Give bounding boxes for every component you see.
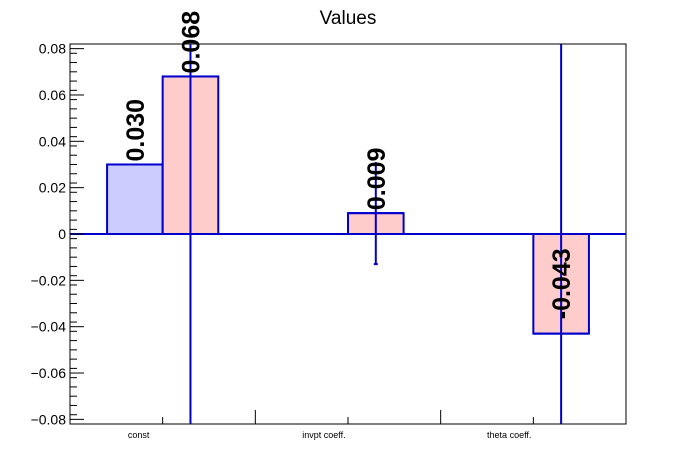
y-tick-label-0: −0.08 [31,411,67,427]
data-label-1-2: -0.043 [548,248,576,319]
y-tick-label-6: 0.04 [39,133,66,149]
y-tick-label-7: 0.06 [39,87,66,103]
y-tick-label-8: 0.08 [39,41,66,57]
y-tick-label-5: 0.02 [39,180,66,196]
y-tick-label-4: 0 [58,226,66,242]
y-tick-label-1: −0.06 [31,365,67,381]
x-tick-label-2: theta coeff. [487,430,531,440]
y-tick-label-3: −0.02 [31,272,67,288]
data-label-1-0: 0.068 [177,11,205,74]
axis-layer: −0.08 −0.06 −0.04 −0.02 0 0.02 0.04 0.06 0.08 con… [31,41,627,440]
chart-title: Values [320,8,377,29]
data-labels-layer: 0.030 0.068 0.009 -0.043 [122,11,576,319]
x-tick-label-0: const [128,430,150,440]
data-label-1-1: 0.009 [363,148,391,211]
x-tick-label-1: invpt coeff. [302,430,345,440]
data-label-0-0: 0.030 [122,99,150,162]
y-tick-label-2: −0.04 [31,319,67,335]
bar-0-0 [106,163,164,235]
